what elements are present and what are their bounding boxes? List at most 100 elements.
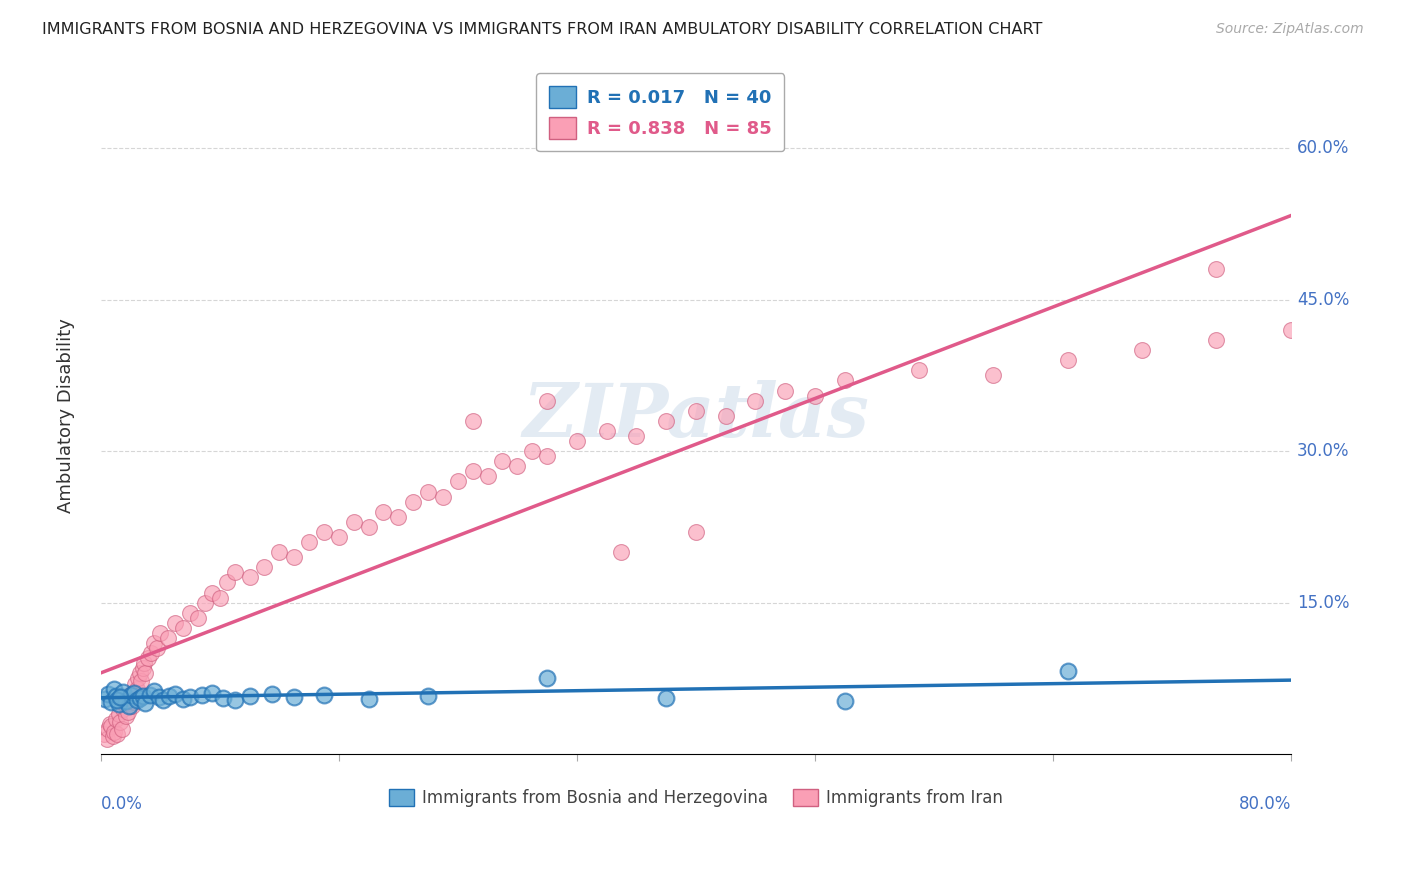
Immigrants from Bosnia and Herzegovina [97,687,120,701]
Text: IMMIGRANTS FROM BOSNIA AND HERZEGOVINA VS IMMIGRANTS FROM IRAN AMBULATORY DISABI: IMMIGRANTS FROM BOSNIA AND HERZEGOVINA V… [42,22,1043,37]
Immigrants from Iran [461,464,484,478]
Immigrants from Iran [217,575,239,590]
Immigrants from Iran [134,666,156,681]
Immigrants from Iran [122,695,145,709]
Immigrants from Bosnia and Herzegovina [224,692,246,706]
Immigrants from Iran [328,530,350,544]
Immigrants from Bosnia and Herzegovina [115,694,138,708]
Immigrants from Bosnia and Herzegovina [134,696,156,710]
Immigrants from Iran [804,389,827,403]
Immigrants from Bosnia and Herzegovina [260,687,283,701]
Immigrants from Bosnia and Herzegovina [1056,665,1078,679]
Immigrants from Iran [114,697,136,711]
Y-axis label: Ambulatory Disability: Ambulatory Disability [58,318,75,513]
Immigrants from Bosnia and Herzegovina [201,685,224,699]
Immigrants from Iran [194,596,217,610]
Immigrants from Bosnia and Herzegovina [143,683,166,698]
Immigrants from Iran [387,509,409,524]
Immigrants from Iran [179,606,201,620]
Immigrants from Iran [283,550,305,565]
Immigrants from Iran [129,674,152,689]
Immigrants from Iran [141,646,163,660]
Text: 45.0%: 45.0% [1296,291,1350,309]
Immigrants from Iran [416,484,439,499]
Immigrants from Bosnia and Herzegovina [148,690,170,704]
Immigrants from Iran [111,722,134,736]
Immigrants from Iran [685,404,707,418]
Immigrants from Bosnia and Herzegovina [107,697,129,711]
Immigrants from Bosnia and Herzegovina [131,689,153,703]
Immigrants from Iran [714,409,737,423]
Immigrants from Iran [96,732,118,747]
Text: Source: ZipAtlas.com: Source: ZipAtlas.com [1216,22,1364,37]
Immigrants from Iran [100,719,122,733]
Immigrants from Iran [253,560,276,574]
Immigrants from Iran [143,636,166,650]
Immigrants from Iran [103,725,125,739]
Immigrants from Bosnia and Herzegovina [120,688,142,702]
Immigrants from Iran [93,727,115,741]
Immigrants from Iran [172,621,194,635]
Immigrants from Iran [522,444,544,458]
Immigrants from Iran [208,591,231,605]
Immigrants from Iran [461,414,484,428]
Immigrants from Iran [834,374,856,388]
Immigrants from Iran [402,494,425,508]
Immigrants from Iran [187,611,209,625]
Immigrants from Bosnia and Herzegovina [172,691,194,706]
Text: ZIPatlas: ZIPatlas [523,380,869,452]
Immigrants from Bosnia and Herzegovina [416,689,439,703]
Immigrants from Bosnia and Herzegovina [191,688,214,702]
Immigrants from Iran [565,434,588,448]
Immigrants from Bosnia and Herzegovina [211,690,233,705]
Immigrants from Bosnia and Herzegovina [103,681,125,696]
Text: 30.0%: 30.0% [1296,442,1350,460]
Immigrants from Iran [132,657,155,671]
Immigrants from Bosnia and Herzegovina [655,690,678,705]
Immigrants from Iran [491,454,513,468]
Immigrants from Bosnia and Herzegovina [157,689,180,703]
Immigrants from Iran [165,615,187,630]
Immigrants from Iran [744,393,766,408]
Immigrants from Iran [432,490,454,504]
Legend: Immigrants from Bosnia and Herzegovina, Immigrants from Iran: Immigrants from Bosnia and Herzegovina, … [382,782,1010,814]
Immigrants from Iran [595,424,617,438]
Immigrants from Iran [146,641,169,656]
Immigrants from Iran [138,651,160,665]
Immigrants from Bosnia and Herzegovina [125,692,148,706]
Immigrants from Bosnia and Herzegovina [94,691,117,706]
Immigrants from Iran [1056,353,1078,368]
Immigrants from Iran [506,459,529,474]
Immigrants from Iran [1205,333,1227,347]
Immigrants from Iran [357,520,380,534]
Immigrants from Iran [118,691,141,706]
Immigrants from Iran [269,545,291,559]
Immigrants from Iran [104,712,127,726]
Immigrants from Iran [373,505,395,519]
Immigrants from Iran [120,687,142,701]
Immigrants from Iran [298,535,321,549]
Immigrants from Bosnia and Herzegovina [104,689,127,703]
Immigrants from Iran [149,626,172,640]
Immigrants from Bosnia and Herzegovina [165,687,187,701]
Immigrants from Iran [610,545,633,559]
Immigrants from Iran [98,717,121,731]
Immigrants from Iran [983,368,1005,383]
Immigrants from Iran [343,515,366,529]
Immigrants from Bosnia and Herzegovina [118,698,141,713]
Text: 15.0%: 15.0% [1296,594,1350,612]
Immigrants from Bosnia and Herzegovina [108,690,131,704]
Immigrants from Bosnia and Herzegovina [357,691,380,706]
Immigrants from Iran [107,706,129,721]
Immigrants from Iran [131,661,153,675]
Immigrants from Iran [239,570,262,584]
Immigrants from Bosnia and Herzegovina [179,690,201,704]
Immigrants from Iran [1205,262,1227,277]
Text: 80.0%: 80.0% [1239,795,1291,813]
Immigrants from Iran [477,469,499,483]
Immigrants from Bosnia and Herzegovina [100,695,122,709]
Immigrants from Iran [685,524,707,539]
Immigrants from Iran [655,414,678,428]
Immigrants from Iran [127,672,149,686]
Immigrants from Iran [115,708,138,723]
